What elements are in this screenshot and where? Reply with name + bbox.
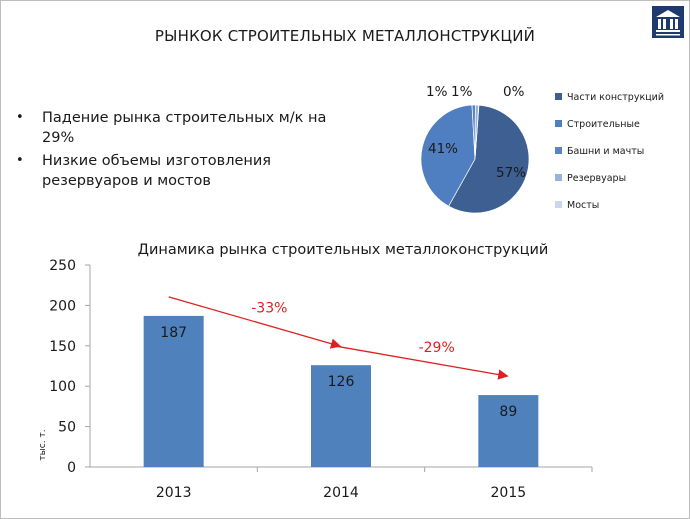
x-tick-label: 2013: [156, 485, 192, 501]
trend-arrow: [335, 345, 509, 380]
legend-label: Части конструкций: [567, 92, 664, 103]
y-tick-label: 150: [49, 339, 76, 355]
bar: [143, 315, 204, 467]
trend-annotation: -29%: [419, 340, 455, 356]
chart-title: Динамика рынка строительных металлоконст…: [138, 242, 549, 258]
bullet-dot: •: [16, 110, 24, 125]
x-tick-label: 2015: [491, 485, 527, 501]
pie-data-label: 1%: [451, 84, 473, 100]
pie-data-label: 57%: [496, 165, 526, 181]
bar-chart: Динамика рынка строительных металлоконст…: [38, 242, 593, 501]
bullet-list: • Падение рынка строительных м/к на 29% …: [16, 108, 346, 194]
x-tick-label: 2014: [323, 485, 359, 501]
y-axis-label: тыс. т.: [38, 429, 48, 460]
bar-data-label: 89: [499, 404, 517, 420]
bar-data-label: 126: [328, 374, 355, 390]
pie-slice: [448, 104, 530, 214]
trend-annotation: -33%: [251, 301, 287, 317]
pie-data-label: 1%: [426, 84, 448, 100]
legend-swatch: [555, 174, 562, 181]
legend-swatch: [555, 201, 562, 208]
bullet-item: • Падение рынка строительных м/к на 29%: [16, 108, 346, 148]
y-tick-label: 250: [49, 258, 76, 274]
y-tick-label: 100: [49, 379, 76, 395]
slide-title: РЫНКОК СТРОИТЕЛЬНЫХ МЕТАЛЛОНСТРУКЦИЙ: [154, 27, 536, 45]
legend-swatch: [555, 93, 562, 100]
bar: [311, 365, 371, 467]
pie-data-label: 0%: [503, 84, 525, 100]
bar-data-label: 187: [160, 325, 187, 341]
legend-label: Мосты: [567, 200, 599, 211]
bullet-text: Падение рынка строительных м/к на 29%: [42, 110, 327, 146]
legend-label: Резервуары: [567, 173, 626, 184]
trend-arrow: [168, 296, 342, 349]
pie-slice: [420, 104, 476, 207]
pie-slice: [474, 104, 480, 160]
pie-data-label: 41%: [428, 141, 458, 157]
legend-swatch: [555, 147, 562, 154]
y-tick-label: 50: [58, 420, 76, 436]
legend-label: Башни и мачты: [567, 146, 644, 157]
legend-label: Строительные: [567, 119, 640, 130]
bullet-item: • Низкие объемы изготовления резервуаров…: [16, 151, 346, 191]
legend-swatch: [555, 120, 562, 127]
pie-chart: 57% 41% 1% 1% 0% Части конструкций Строительны…: [420, 84, 664, 214]
y-tick-label: 0: [67, 460, 76, 476]
bar: [478, 395, 539, 467]
y-tick-label: 200: [49, 298, 76, 314]
bullet-dot: •: [16, 153, 24, 168]
bullet-text: Низкие объемы изготовления резервуаров и…: [42, 153, 272, 189]
building-logo-icon: [652, 6, 684, 38]
